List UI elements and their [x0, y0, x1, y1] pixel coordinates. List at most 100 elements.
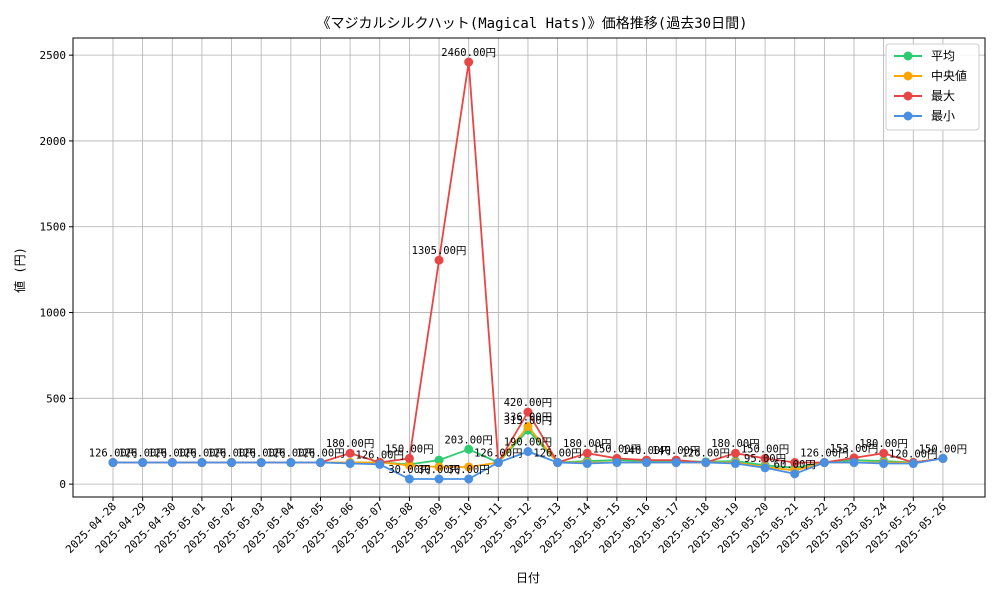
data-point: [790, 469, 800, 479]
data-label: 126.00円: [356, 449, 404, 461]
data-point: [464, 57, 474, 67]
data-point: [108, 458, 118, 468]
gridlines: [73, 38, 985, 497]
data-point: [345, 448, 355, 458]
data-point: [701, 458, 711, 468]
x-axis-label: 日付: [516, 571, 540, 585]
data-point: [612, 458, 622, 468]
data-label: 140.00円: [622, 445, 670, 457]
data-label: 126.00円: [474, 448, 522, 460]
data-labels-layer: 126.00円126.00円126.00円126.00円126.00円126.0…: [89, 47, 967, 476]
data-label: 420.00円: [504, 397, 552, 409]
data-point: [286, 458, 296, 468]
data-point: [434, 462, 444, 472]
data-label: 1305.00円: [412, 245, 467, 257]
y-axis-label: 値 (円): [12, 247, 27, 293]
legend-marker: [903, 51, 913, 61]
data-label: 126.00円: [267, 448, 315, 460]
data-point: [434, 474, 444, 484]
data-point: [730, 448, 740, 458]
legend-box: [885, 43, 980, 131]
data-label: 180.00円: [326, 438, 374, 450]
data-point: [790, 458, 800, 468]
data-point: [167, 458, 177, 468]
data-point: [582, 448, 592, 458]
data-point: [523, 407, 533, 417]
data-point: [464, 462, 474, 472]
data-label: 126.00円: [237, 448, 285, 460]
y-tick-label: 500: [46, 392, 66, 405]
data-point: [464, 474, 474, 484]
data-point: [642, 458, 652, 468]
legend-marker: [903, 91, 913, 101]
data-label: 30.00円: [448, 464, 490, 476]
data-label: 126.00円: [296, 448, 344, 460]
series-layer: [108, 57, 948, 484]
data-point: [404, 453, 414, 463]
data-label: 150.00円: [919, 443, 967, 455]
data-point: [879, 459, 889, 469]
data-point: [404, 460, 414, 470]
data-point: [760, 453, 770, 463]
data-label: 150.00円: [385, 443, 433, 455]
data-point: [256, 458, 266, 468]
data-point: [671, 458, 681, 468]
data-point: [523, 447, 533, 457]
data-point: [138, 458, 148, 468]
data-label: 30.00円: [418, 464, 460, 476]
data-point: [434, 455, 444, 465]
data-label: 336.00円: [504, 411, 552, 423]
data-point: [197, 458, 207, 468]
data-point: [315, 458, 325, 468]
data-label: 120.00円: [889, 449, 937, 461]
data-point: [908, 459, 918, 469]
legend-marker: [903, 71, 913, 81]
data-label: 2460.00円: [441, 47, 496, 59]
data-label: 153.00円: [830, 443, 878, 455]
data-label: 203.00円: [444, 434, 492, 446]
data-point: [760, 463, 770, 473]
data-point: [938, 453, 948, 463]
plot-frame: [72, 37, 986, 498]
data-point: [523, 421, 533, 431]
data-point: [730, 459, 740, 469]
legend-label: 平均: [931, 49, 955, 63]
y-axis: 0 500 1000 1500 2000 2500: [40, 49, 73, 491]
data-point: [345, 459, 355, 469]
data-label: 180.00円: [711, 438, 759, 450]
data-label: 180.00円: [563, 438, 611, 450]
data-label: 140.00円: [652, 445, 700, 457]
series-最小: [108, 447, 948, 484]
data-label: 126.00円: [178, 448, 226, 460]
data-point: [464, 444, 474, 454]
data-label: 60.00円: [774, 459, 816, 471]
legend-label: 中央値: [931, 68, 967, 83]
data-label: 30.00円: [388, 464, 430, 476]
y-tick-label: 2500: [40, 49, 67, 62]
data-label: 190.00円: [504, 437, 552, 449]
data-point: [375, 459, 385, 469]
y-tick-label: 1500: [40, 221, 67, 234]
legend-marker: [903, 111, 913, 121]
data-label: 126.00円: [533, 448, 581, 460]
data-label: 95.00円: [744, 453, 786, 465]
data-label: 315.00円: [504, 415, 552, 427]
data-point: [434, 255, 444, 265]
y-tick-label: 2000: [40, 135, 67, 148]
legend-label: 最小: [931, 109, 955, 123]
data-label: 180.00円: [859, 438, 907, 450]
data-label: 126.00円: [682, 448, 730, 460]
data-point: [404, 474, 414, 484]
data-point: [879, 448, 889, 458]
x-axis: 2025-04-282025-04-292025-04-302025-05-01…: [63, 497, 949, 556]
data-label: 126.00円: [207, 448, 255, 460]
data-label: 150.00円: [593, 443, 641, 455]
data-label: 126.00円: [89, 448, 137, 460]
data-label: 126.00円: [118, 448, 166, 460]
data-label: 126.00円: [800, 448, 848, 460]
data-point: [493, 458, 503, 468]
data-point: [819, 458, 829, 468]
legend-label: 最大: [931, 89, 955, 103]
